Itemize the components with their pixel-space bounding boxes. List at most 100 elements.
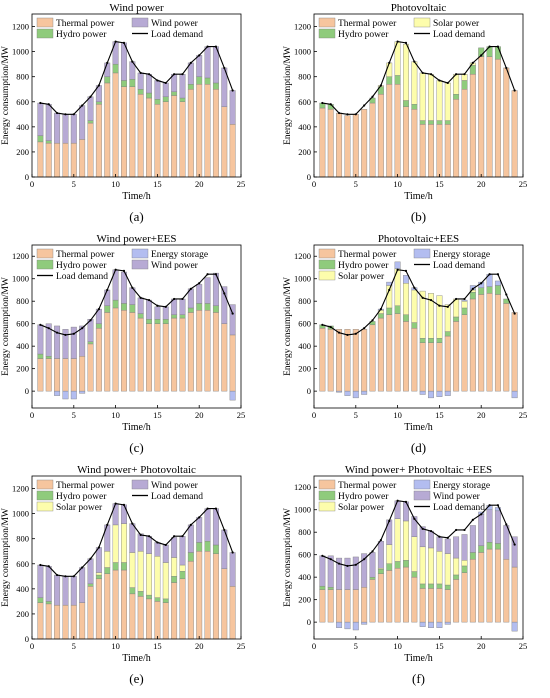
legend-label: Energy storage (151, 250, 208, 260)
bar-wind (62, 114, 69, 144)
load-demand-point (81, 566, 84, 569)
bar-hydro (171, 314, 178, 319)
bar-thermal (154, 323, 161, 392)
load-demand-point (329, 558, 332, 561)
legend-label: Load demand (151, 30, 203, 40)
legend-swatch-thermal (36, 248, 54, 259)
bar-thermal (62, 604, 69, 640)
y-tick-label: 1200 (12, 22, 29, 32)
legend-swatch-hydro (318, 490, 336, 501)
y-tick-label: 0 (307, 172, 311, 182)
load-demand-point (114, 502, 117, 505)
bar-thermal (54, 358, 61, 392)
load-demand-point (64, 113, 67, 116)
bar-storage (352, 390, 359, 399)
bar-wind (494, 510, 501, 544)
bar-solar (453, 73, 460, 95)
load-demand-point (223, 66, 226, 70)
bar-wind (212, 272, 219, 306)
bar-wind (411, 516, 418, 537)
y-axis-label: Energy consumption/MW (1, 277, 11, 376)
load-demand-point (337, 562, 341, 565)
bar-thermal (411, 109, 418, 178)
bar-thermal (187, 561, 194, 640)
bar-storage (419, 621, 426, 627)
load-demand-point (413, 60, 416, 63)
bar-thermal (503, 303, 510, 392)
load-demand-point (505, 523, 508, 526)
bar-thermal (461, 314, 468, 392)
bar-storage (344, 621, 351, 630)
bar-wind (444, 538, 451, 554)
load-demand-point (147, 535, 151, 538)
x-tick-label: 10 (393, 410, 402, 420)
bar-thermal (444, 589, 451, 623)
x-tick-label: 15 (153, 179, 162, 189)
load-demand-point (488, 45, 491, 48)
load-demand-point (363, 558, 366, 561)
bar-storage (361, 621, 368, 625)
bar-wind (79, 105, 86, 140)
y-tick-label: 0 (25, 634, 29, 644)
legend-label: Solar power (56, 503, 103, 513)
legend-label: Hydro power (338, 492, 389, 502)
bar-hydro (453, 94, 460, 100)
bar-thermal (453, 321, 460, 392)
bar-storage (79, 390, 86, 394)
x-tick-label: 20 (477, 410, 486, 420)
bar-thermal (112, 72, 119, 178)
y-axis-label: Energy consumption/MW (1, 508, 11, 607)
bar-storage (511, 390, 518, 399)
panel-caption: (e) (129, 671, 143, 686)
bar-thermal (486, 293, 493, 392)
load-demand-point (463, 73, 466, 76)
bar-wind (162, 82, 169, 97)
y-tick-label: 1000 (294, 47, 311, 57)
load-demand-point (223, 528, 226, 532)
load-demand-point (147, 298, 151, 302)
bar-wind (336, 557, 343, 590)
bar-thermal (494, 294, 501, 392)
bar-thermal (369, 324, 376, 392)
load-demand-point (429, 73, 433, 76)
bar-thermal (62, 358, 69, 392)
load-demand-point (173, 73, 176, 76)
x-tick-label: 5 (354, 641, 358, 651)
bar-storage (461, 299, 468, 302)
bar-thermal (444, 335, 451, 392)
bar-thermal (146, 598, 152, 640)
chart-title: Photovoltaic+EES (378, 233, 459, 245)
bar-thermal (112, 569, 119, 640)
y-tick-label: 600 (16, 319, 29, 329)
legend-label: Thermal power (338, 481, 397, 491)
bar-hydro (146, 594, 152, 600)
legend-swatch-solar (318, 270, 336, 281)
bar-hydro (204, 541, 211, 552)
bar-thermal (179, 317, 186, 392)
bar-hydro (104, 567, 111, 574)
bar-wind (486, 509, 493, 543)
legend-label: Load demand (433, 261, 485, 271)
load-demand-point (81, 327, 84, 330)
load-demand-line (322, 269, 516, 336)
bar-thermal (179, 578, 186, 640)
plot-frame (313, 13, 524, 178)
load-demand-point (164, 305, 167, 308)
bar-wind (146, 535, 152, 554)
load-demand-point (396, 268, 399, 271)
bar-storage (511, 621, 518, 632)
bar-wind (112, 503, 119, 526)
bar-hydro (453, 574, 460, 580)
legend-swatch-thermal (36, 479, 54, 490)
y-axis-label: Energy consumption/MW (283, 46, 293, 145)
load-demand-point (429, 529, 433, 533)
bar-hydro (411, 571, 418, 578)
bar-thermal (121, 569, 127, 640)
bar-thermal (419, 124, 426, 178)
bar-thermal (121, 86, 127, 178)
load-demand-point (97, 84, 100, 87)
x-axis-label: Time/h (122, 191, 151, 202)
bar-storage (62, 390, 69, 400)
bar-hydro (428, 338, 434, 343)
